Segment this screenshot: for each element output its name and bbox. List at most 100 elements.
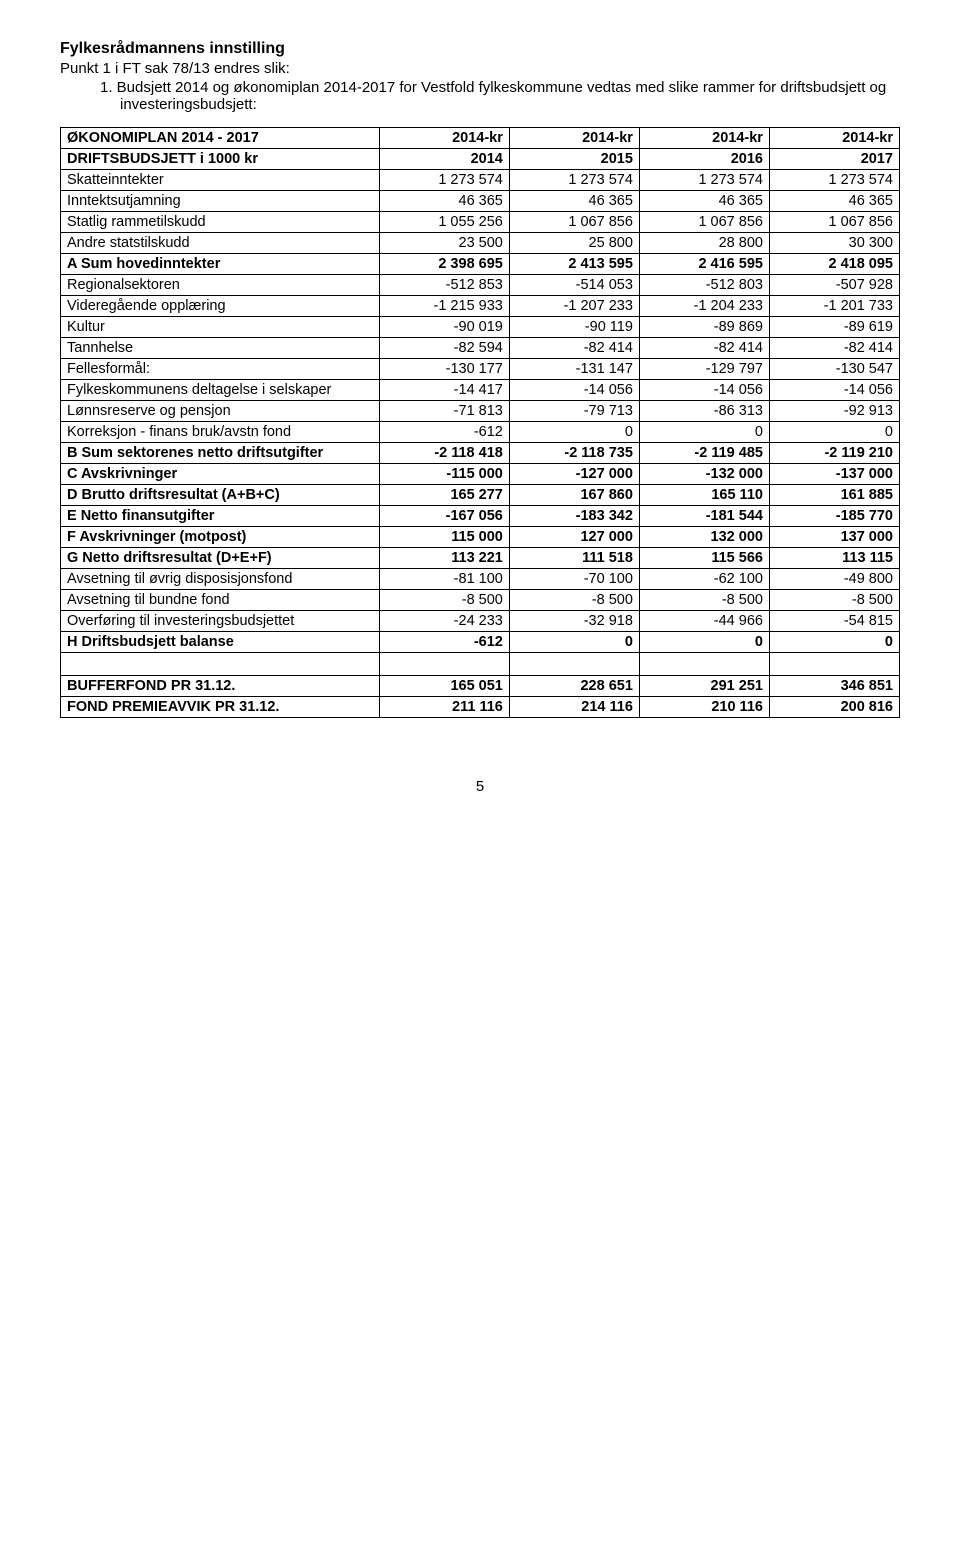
table-cell: 165 110 [639, 485, 769, 506]
table-cell: 2 413 595 [509, 254, 639, 275]
table-row: Tannhelse-82 594-82 414-82 414-82 414 [61, 338, 900, 359]
table-cell: -507 928 [769, 275, 899, 296]
table-cell: 2 398 695 [379, 254, 509, 275]
header-cell: 2017 [769, 149, 899, 170]
table-cell: 291 251 [639, 676, 769, 697]
table-row: F Avskrivninger (motpost)115 000127 0001… [61, 527, 900, 548]
table-cell: -8 500 [769, 590, 899, 611]
table-cell: 161 885 [769, 485, 899, 506]
table-row: Lønnsreserve og pensjon-71 813-79 713-86… [61, 401, 900, 422]
table-cell: -131 147 [509, 359, 639, 380]
table-cell: 132 000 [639, 527, 769, 548]
table-cell: -79 713 [509, 401, 639, 422]
table-cell: 1 273 574 [509, 170, 639, 191]
table-row: E Netto finansutgifter-167 056-183 342-1… [61, 506, 900, 527]
table-row: FOND PREMIEAVVIK PR 31.12.211 116214 116… [61, 697, 900, 718]
table-cell: -82 414 [639, 338, 769, 359]
table-cell: FOND PREMIEAVVIK PR 31.12. [61, 697, 380, 718]
table-row: G Netto driftsresultat (D+E+F)113 221111… [61, 548, 900, 569]
table-cell: Lønnsreserve og pensjon [61, 401, 380, 422]
table-row: B Sum sektorenes netto driftsutgifter-2 … [61, 443, 900, 464]
table-cell: -512 803 [639, 275, 769, 296]
table-cell: 1 067 856 [509, 212, 639, 233]
table-cell: -90 119 [509, 317, 639, 338]
table-row: Avsetning til bundne fond-8 500-8 500-8 … [61, 590, 900, 611]
table-cell: -14 056 [639, 380, 769, 401]
table-cell: -1 204 233 [639, 296, 769, 317]
table-cell: 210 116 [639, 697, 769, 718]
table-cell: 200 816 [769, 697, 899, 718]
table-cell: -8 500 [509, 590, 639, 611]
table-row: H Driftsbudsjett balanse-612000 [61, 632, 900, 653]
table-cell: -86 313 [639, 401, 769, 422]
table-cell: -71 813 [379, 401, 509, 422]
table-cell: -183 342 [509, 506, 639, 527]
table-cell: -127 000 [509, 464, 639, 485]
table-cell: Skatteinntekter [61, 170, 380, 191]
table-row: Fellesformål:-130 177-131 147-129 797-13… [61, 359, 900, 380]
page-heading: Fylkesrådmannens innstilling [60, 40, 900, 58]
table-cell: -62 100 [639, 569, 769, 590]
table-cell: -90 019 [379, 317, 509, 338]
table-row: C Avskrivninger-115 000-127 000-132 000-… [61, 464, 900, 485]
table-row: D Brutto driftsresultat (A+B+C)165 27716… [61, 485, 900, 506]
page-number: 5 [60, 778, 900, 795]
table-cell: 0 [509, 422, 639, 443]
table-cell: -181 544 [639, 506, 769, 527]
table-cell: 167 860 [509, 485, 639, 506]
table-cell: -32 918 [509, 611, 639, 632]
table-cell: 346 851 [769, 676, 899, 697]
table-cell: 165 051 [379, 676, 509, 697]
table-row: Overføring til investeringsbudsjettet-24… [61, 611, 900, 632]
table-row: Statlig rammetilskudd1 055 2561 067 8561… [61, 212, 900, 233]
table-row: Korreksjon - finans bruk/avstn fond-6120… [61, 422, 900, 443]
table-cell: -185 770 [769, 506, 899, 527]
budget-table: ØKONOMIPLAN 2014 - 2017 2014-kr 2014-kr … [60, 127, 900, 718]
table-cell: Statlig rammetilskudd [61, 212, 380, 233]
table-cell: -2 119 485 [639, 443, 769, 464]
table-row: Inntektsutjamning46 36546 36546 36546 36… [61, 191, 900, 212]
header-cell: 2014-kr [639, 128, 769, 149]
table-cell: Overføring til investeringsbudsjettet [61, 611, 380, 632]
table-cell: Avsetning til øvrig disposisjonsfond [61, 569, 380, 590]
table-cell: -612 [379, 422, 509, 443]
table-cell: -2 118 735 [509, 443, 639, 464]
table-cell: -130 547 [769, 359, 899, 380]
table-cell: -14 056 [509, 380, 639, 401]
table-cell: -89 869 [639, 317, 769, 338]
table-cell: -82 594 [379, 338, 509, 359]
table-cell: -130 177 [379, 359, 509, 380]
table-cell: -115 000 [379, 464, 509, 485]
table-cell: 0 [639, 422, 769, 443]
table-cell: -92 913 [769, 401, 899, 422]
table-cell: -8 500 [379, 590, 509, 611]
table-cell: 211 116 [379, 697, 509, 718]
table-cell: 46 365 [379, 191, 509, 212]
table-cell: Fellesformål: [61, 359, 380, 380]
table-cell: 115 566 [639, 548, 769, 569]
table-cell: 46 365 [639, 191, 769, 212]
table-cell: 1 067 856 [769, 212, 899, 233]
table-cell: 2 416 595 [639, 254, 769, 275]
table-cell: -1 215 933 [379, 296, 509, 317]
table-cell: 2 418 095 [769, 254, 899, 275]
table-row: A Sum hovedinntekter2 398 6952 413 5952 … [61, 254, 900, 275]
table-cell: -1 207 233 [509, 296, 639, 317]
table-cell: 111 518 [509, 548, 639, 569]
table-cell: -512 853 [379, 275, 509, 296]
table-cell: 137 000 [769, 527, 899, 548]
table-cell: -612 [379, 632, 509, 653]
table-cell: 46 365 [769, 191, 899, 212]
header-cell: 2014-kr [379, 128, 509, 149]
header-cell: 2014 [379, 149, 509, 170]
table-cell: 127 000 [509, 527, 639, 548]
table-cell: -129 797 [639, 359, 769, 380]
subheading-1: Punkt 1 i FT sak 78/13 endres slik: [60, 60, 900, 77]
table-cell: -514 053 [509, 275, 639, 296]
table-cell: Videregående opplæring [61, 296, 380, 317]
table-cell: -82 414 [769, 338, 899, 359]
table-cell: Regionalsektoren [61, 275, 380, 296]
table-cell: 165 277 [379, 485, 509, 506]
table-cell: -14 056 [769, 380, 899, 401]
table-cell: -81 100 [379, 569, 509, 590]
